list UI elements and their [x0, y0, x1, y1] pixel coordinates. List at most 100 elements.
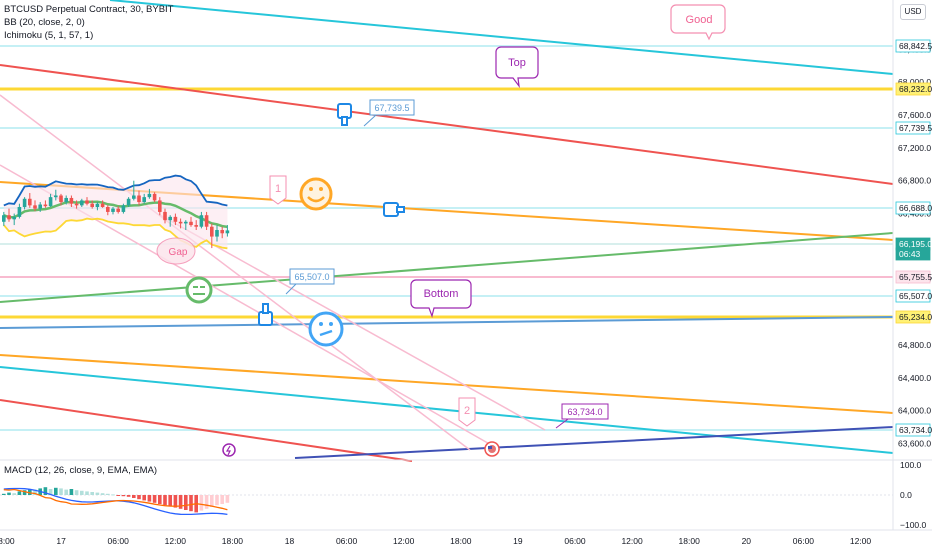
navy-trendline — [294, 426, 894, 459]
price-callout-3: 63,734.0 — [555, 403, 609, 429]
price-label-box — [895, 423, 931, 437]
price-label-box — [895, 201, 931, 215]
candle-body — [220, 230, 224, 234]
macd-histogram-bar — [111, 494, 115, 496]
candle-body — [33, 205, 37, 209]
bollinger-bands — [3, 174, 228, 250]
macd-histogram-bar — [168, 495, 172, 507]
price-label-text: 65,234.0 — [899, 312, 932, 322]
time-scale[interactable]: 18:00 17 06:00 12:00 18:00 18 06:00 12:00 18:00 1… — [0, 529, 932, 546]
time-tick-label: 19 — [513, 536, 523, 546]
candle-body — [80, 200, 84, 206]
price-tick-label: 63,600.0 — [898, 439, 931, 449]
signal-line — [3, 488, 228, 511]
macd-legend: MACD (12, 26, close, 9, EMA, EMA) — [4, 465, 158, 476]
macd-histogram-bar — [142, 495, 146, 501]
macd-histogram-bar — [173, 495, 178, 508]
candle-body — [111, 208, 115, 212]
gap-callout-text: Gap — [169, 247, 188, 258]
macd-histogram-bar — [22, 490, 27, 495]
candle-body — [137, 195, 141, 203]
price-tick-label: 68,000.0 — [898, 77, 931, 87]
candlestick-series — [2, 180, 230, 249]
price-callout-1: 67,739.5 — [363, 99, 415, 127]
candle-body — [106, 207, 110, 212]
flag-one-text: 1 — [275, 183, 281, 195]
price-label-box — [895, 121, 931, 135]
bottom-callout-text: Bottom — [424, 288, 459, 300]
hand-up-icon — [258, 303, 273, 326]
flag-two: 2 — [458, 397, 476, 427]
time-tick-label: 06:00 — [793, 536, 815, 546]
price-label-text: 65,755.5 — [899, 272, 932, 282]
macd-histogram-bar — [12, 493, 16, 495]
bb-basis-line — [3, 200, 228, 229]
currency-button[interactable]: USD — [900, 4, 926, 20]
price-tick-label: 64,800.0 — [898, 340, 931, 350]
price-label-box — [895, 289, 931, 303]
price-callout-3-text: 63,734.0 — [567, 407, 602, 417]
price-label-text: 65,507.0 — [899, 291, 932, 301]
candle-body — [100, 203, 105, 207]
candle-body — [48, 197, 53, 207]
top-callout-text: Top — [508, 57, 526, 69]
macd-histogram-bar — [178, 495, 183, 509]
trend-lines[interactable] — [0, 0, 894, 462]
candle-body — [116, 208, 120, 212]
candle-body — [95, 203, 100, 207]
macd-tick-label: 0.0 — [900, 490, 912, 500]
price-label-box — [895, 270, 931, 284]
macd-histogram-bar — [225, 495, 230, 503]
macd-histogram-bar — [132, 495, 136, 498]
time-tick-label: 12:00 — [850, 536, 872, 546]
candle-body — [168, 216, 172, 221]
macd-histogram-bar — [7, 492, 11, 495]
time-tick-label: 06:00 — [108, 536, 130, 546]
candle-body — [225, 230, 230, 234]
macd-histogram-bar — [137, 495, 141, 500]
annotations[interactable]: Good Top Bottom 67,739.5 65,507.0 63,734… — [156, 4, 726, 457]
price-callout-2: 65,507.0 — [285, 268, 335, 295]
red-trendline-lower — [0, 399, 413, 462]
good-callout: Good — [670, 4, 726, 41]
macd-histogram-bar — [85, 491, 89, 495]
hand-right-icon — [383, 202, 405, 217]
good-callout-text: Good — [686, 14, 713, 26]
macd-histogram-bar — [100, 493, 105, 495]
price-label-text: 67,739.5 — [899, 123, 932, 133]
time-tick-label: 12:00 — [621, 536, 643, 546]
orange-trendline-lower — [0, 354, 894, 414]
candle-body — [215, 230, 219, 237]
pink-channel-line-1 — [0, 94, 471, 451]
candle-body — [189, 221, 193, 226]
candle-body — [121, 205, 126, 212]
candle-body — [132, 195, 136, 199]
ichimoku-legend: Ichimoku (5, 1, 57, 1) — [4, 30, 94, 41]
neutral-face-icon — [185, 276, 213, 304]
price-label-text: 68,842.5 — [899, 41, 932, 51]
price-tick-label: 67,200.0 — [898, 143, 931, 153]
macd-histogram-bar — [43, 487, 48, 495]
macd-histogram-bar — [158, 495, 162, 504]
main-legend: BTCUSD Perpetual Contract, 30, BYBIT — [4, 4, 174, 15]
macd-histogram-bar — [33, 489, 37, 495]
macd-histogram-bar — [106, 493, 110, 495]
macd-histogram-bar — [189, 495, 193, 512]
candle-body — [64, 197, 68, 203]
macd-histogram-bar — [147, 495, 152, 502]
candle-body — [199, 215, 204, 227]
macd-histogram-bar — [220, 495, 224, 504]
macd-histogram-bar — [126, 495, 131, 497]
candle-body — [69, 197, 74, 204]
candle-body — [7, 215, 11, 220]
price-scale[interactable]: 68,400.068,000.067,600.067,200.066,800.0… — [892, 0, 932, 530]
price-label-box — [895, 82, 931, 96]
flag-one: 1 — [269, 175, 287, 205]
time-tick-label: 18 — [285, 536, 295, 546]
candle-body — [74, 203, 79, 206]
macd-histogram-bar — [59, 488, 63, 495]
price-callout-2-text: 65,507.0 — [294, 272, 329, 282]
candle-body — [142, 197, 146, 203]
time-tick-label: 18:00 — [0, 536, 15, 546]
